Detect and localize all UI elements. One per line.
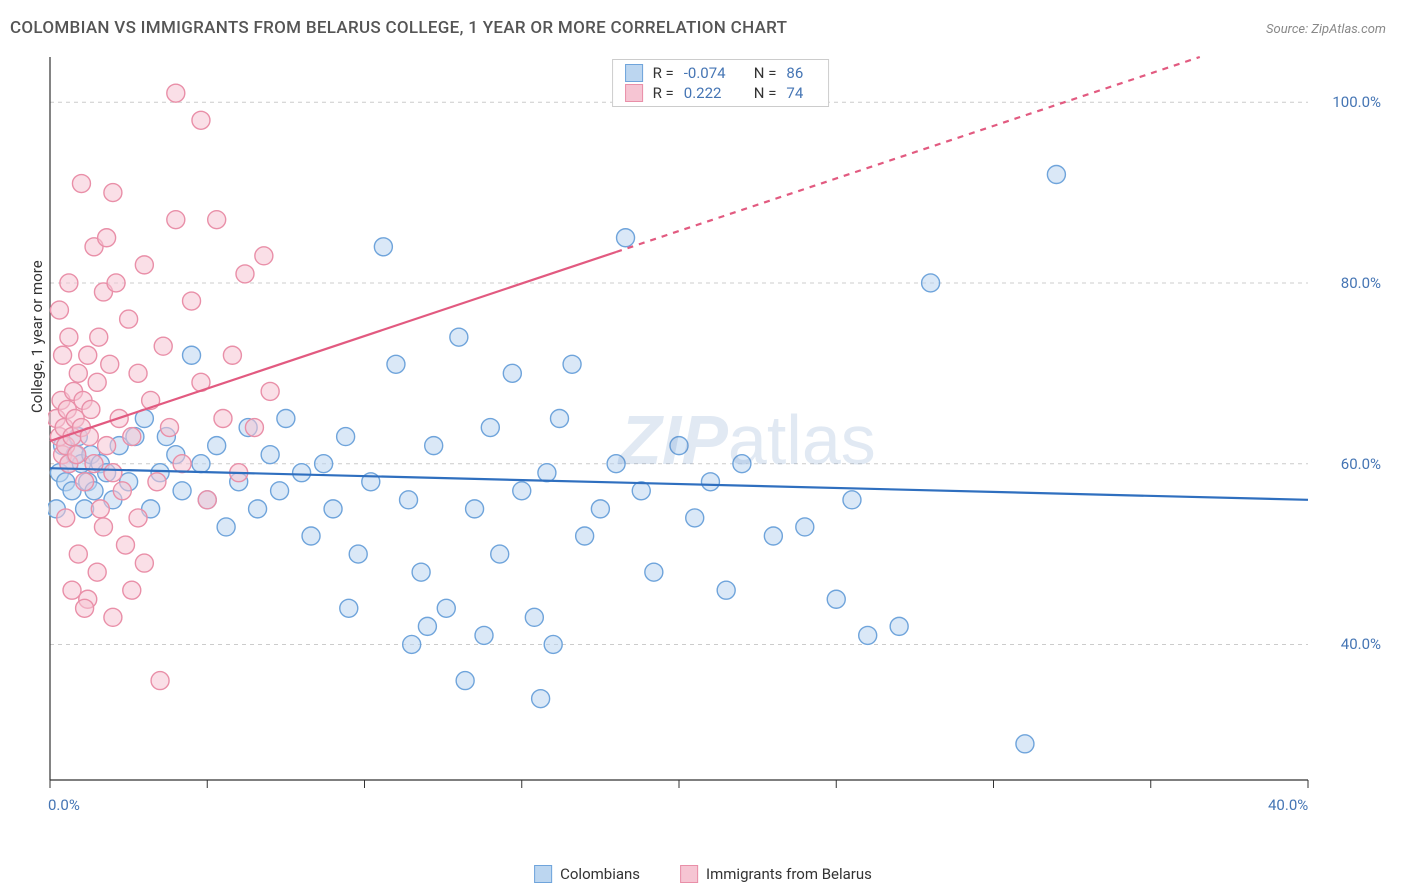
x-left-label: 0.0% xyxy=(48,796,80,814)
legend-label-belarus: Immigrants from Belarus xyxy=(706,865,872,883)
y-tick-label: 40.0% xyxy=(1341,635,1381,653)
n-label: N = xyxy=(754,84,777,102)
r-value-pink: 0.222 xyxy=(684,84,744,102)
y-tick-label: 100.0% xyxy=(1332,93,1381,111)
n-value-pink: 74 xyxy=(786,84,816,102)
r-label: R = xyxy=(653,64,674,82)
r-label: R = xyxy=(653,84,674,102)
corr-swatch-pink xyxy=(625,84,643,102)
scatter-svg xyxy=(48,55,1393,825)
legend-swatch-pink xyxy=(680,865,698,883)
correlation-box: R = -0.074 N = 86 R = 0.222 N = 74 xyxy=(612,59,830,107)
chart-title: COLOMBIAN VS IMMIGRANTS FROM BELARUS COL… xyxy=(10,18,787,38)
n-label: N = xyxy=(754,64,777,82)
legend-item-colombians: Colombians xyxy=(534,865,640,883)
corr-row-blue: R = -0.074 N = 86 xyxy=(625,64,817,82)
corr-row-pink: R = 0.222 N = 74 xyxy=(625,84,817,102)
n-value-blue: 86 xyxy=(786,64,816,82)
legend-item-belarus: Immigrants from Belarus xyxy=(680,865,872,883)
y-tick-label: 80.0% xyxy=(1341,274,1381,292)
y-axis-label-text: College, 1 year or more xyxy=(28,260,46,413)
x-right-label: 40.0% xyxy=(1268,796,1308,814)
source-label: Source: ZipAtlas.com xyxy=(1266,22,1386,37)
y-tick-label: 60.0% xyxy=(1341,455,1381,473)
y-axis-label: College, 1 year or more xyxy=(28,260,46,413)
legend: Colombians Immigrants from Belarus xyxy=(534,865,872,883)
chart-container: COLOMBIAN VS IMMIGRANTS FROM BELARUS COL… xyxy=(0,0,1406,892)
corr-swatch-blue xyxy=(625,64,643,82)
plot-area: ZIPatlas R = -0.074 N = 86 R = 0.222 N =… xyxy=(48,55,1393,825)
legend-label-colombians: Colombians xyxy=(560,865,640,883)
r-value-blue: -0.074 xyxy=(684,64,744,82)
legend-swatch-blue xyxy=(534,865,552,883)
